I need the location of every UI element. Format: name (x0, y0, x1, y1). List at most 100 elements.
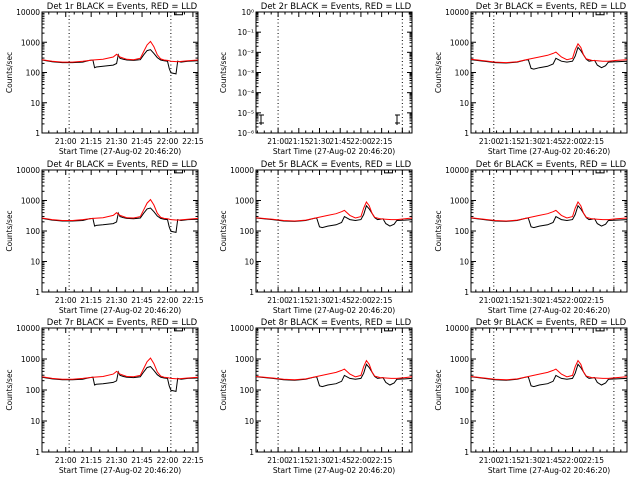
series-lld-line (470, 42, 628, 64)
y-tick-label: 10⁻⁴ (237, 89, 254, 98)
x-tick-label: 21:30 (520, 137, 542, 146)
y-tick-label: 10000 (445, 8, 469, 17)
y-tick-label: 1000 (450, 355, 469, 364)
series-lld-line (470, 359, 628, 381)
x-tick-label: 21:15 (288, 296, 310, 305)
y-tick-label: 1000 (21, 38, 40, 47)
y-tick-label: 100 (26, 69, 41, 78)
x-tick-label: 21:00 (267, 137, 289, 146)
y-tick-label: 10⁻² (237, 48, 254, 57)
x-tick-label: 21:00 (55, 137, 77, 146)
x-tick-label: 21:30 (520, 296, 542, 305)
panel-det-1: Det 1r BLACK = Events, RED = LLD 1 10 100 10… (5, 2, 204, 156)
plot-frame (470, 327, 628, 453)
y-tick-label: 1000 (235, 355, 254, 364)
x-tick-label: 21:15 (80, 296, 102, 305)
y-tick-label: 10000 (230, 324, 254, 333)
x-tick-label: 22:15 (582, 456, 604, 465)
x-tick-label: 21:15 (80, 456, 102, 465)
panel-title: Det 4r BLACK = Events, RED = LLD (47, 160, 198, 170)
y-tick-label: 1 (249, 288, 254, 297)
y-axis-label: Counts/sec (434, 52, 443, 93)
y-tick-label: 1 (464, 448, 469, 457)
series-lld-line (255, 201, 413, 222)
step-marker (384, 170, 394, 174)
series-lld-line (470, 201, 628, 222)
y-tick-label: 10 (244, 258, 254, 267)
x-axis-label: Start Time (27-Aug-02 20:46:20) (488, 147, 610, 156)
series-lld-line (41, 40, 199, 63)
x-tick-label: 22:00 (562, 296, 584, 305)
y-tick-label: 1 (464, 288, 469, 297)
x-tick-label: 21:30 (520, 456, 542, 465)
x-tick-label: 21:00 (267, 296, 289, 305)
plot-frame (41, 327, 199, 453)
series-events-line (470, 363, 628, 388)
x-tick-label: 21:45 (329, 296, 351, 305)
x-tick-label: 21:15 (288, 456, 310, 465)
y-tick-label: 10⁻⁶ (237, 129, 254, 138)
plot-frame (41, 169, 199, 293)
x-axis-label: Start Time (27-Aug-02 20:46:20) (59, 147, 181, 156)
panel-det-5: Det 5r BLACK = Events, RED = LLD 1 10 100 10… (219, 160, 413, 315)
x-axis-label: Start Time (27-Aug-02 20:46:20) (273, 466, 395, 475)
y-tick-label: 10000 (445, 324, 469, 333)
y-tick-label: 100 (26, 386, 41, 395)
y-tick-label: 100 (240, 386, 255, 395)
series-lld-line (41, 357, 199, 380)
x-tick-label: 21:00 (55, 456, 77, 465)
plot-frame (255, 11, 413, 134)
x-tick-label: 21:30 (309, 137, 331, 146)
plot-frame (41, 11, 199, 134)
x-tick-label: 21:15 (500, 296, 522, 305)
y-tick-label: 10 (459, 258, 469, 267)
panel-det-6: Det 6r BLACK = Events, RED = LLD 1 10 100 10… (434, 160, 628, 315)
y-tick-label: 1 (249, 448, 254, 457)
y-tick-label: 10 (30, 417, 40, 426)
y-tick-label: 100 (240, 227, 255, 236)
y-tick-label: 1000 (450, 38, 469, 47)
panel-det-7: Det 7r BLACK = Events, RED = LLD 1 10 100 10… (5, 318, 204, 475)
plot-frame (470, 169, 628, 293)
x-tick-label: 21:15 (80, 137, 102, 146)
y-tick-label: 1 (35, 288, 40, 297)
step-marker (395, 114, 400, 125)
x-tick-label: 21:00 (479, 296, 501, 305)
y-tick-label: 10 (30, 99, 40, 108)
y-tick-label: 1000 (21, 197, 40, 206)
x-tick-label: 22:15 (371, 456, 393, 465)
series-lld-line (41, 198, 199, 221)
panel-title: Det 3r BLACK = Events, RED = LLD (476, 2, 627, 12)
y-tick-label: 1000 (235, 197, 254, 206)
panel-title: Det 8r BLACK = Events, RED = LLD (261, 318, 412, 328)
x-tick-label: 22:00 (562, 137, 584, 146)
panel-det-3: Det 3r BLACK = Events, RED = LLD 1 10 100 10… (434, 2, 628, 156)
x-tick-label: 22:00 (350, 137, 372, 146)
y-tick-label: 1000 (450, 197, 469, 206)
x-tick-label: 22:00 (562, 456, 584, 465)
step-marker (595, 328, 605, 332)
y-tick-label: 10000 (230, 166, 254, 175)
y-tick-label: 100 (455, 69, 470, 78)
x-tick-label: 21:00 (479, 456, 501, 465)
y-axis-label: Counts/sec (434, 210, 443, 251)
step-marker (384, 328, 394, 332)
y-axis-label: Counts/sec (5, 210, 14, 251)
x-axis-label: Start Time (27-Aug-02 20:46:20) (59, 306, 181, 315)
y-tick-label: 1 (35, 129, 40, 138)
y-tick-label: 1000 (21, 355, 40, 364)
step-marker (174, 12, 183, 16)
y-tick-label: 10000 (16, 166, 40, 175)
y-tick-label: 10⁻⁵ (237, 109, 254, 118)
series-events-line (255, 363, 413, 388)
y-axis-label: Counts/sec (5, 369, 14, 410)
x-tick-label: 21:30 (309, 296, 331, 305)
x-tick-label: 21:15 (500, 456, 522, 465)
x-tick-label: 21:45 (541, 456, 563, 465)
x-tick-label: 22:15 (582, 137, 604, 146)
series-events-line (470, 204, 628, 229)
y-tick-label: 10000 (445, 166, 469, 175)
series-lld-line (255, 359, 413, 381)
step-marker (595, 170, 605, 174)
y-tick-label: 10 (244, 417, 254, 426)
